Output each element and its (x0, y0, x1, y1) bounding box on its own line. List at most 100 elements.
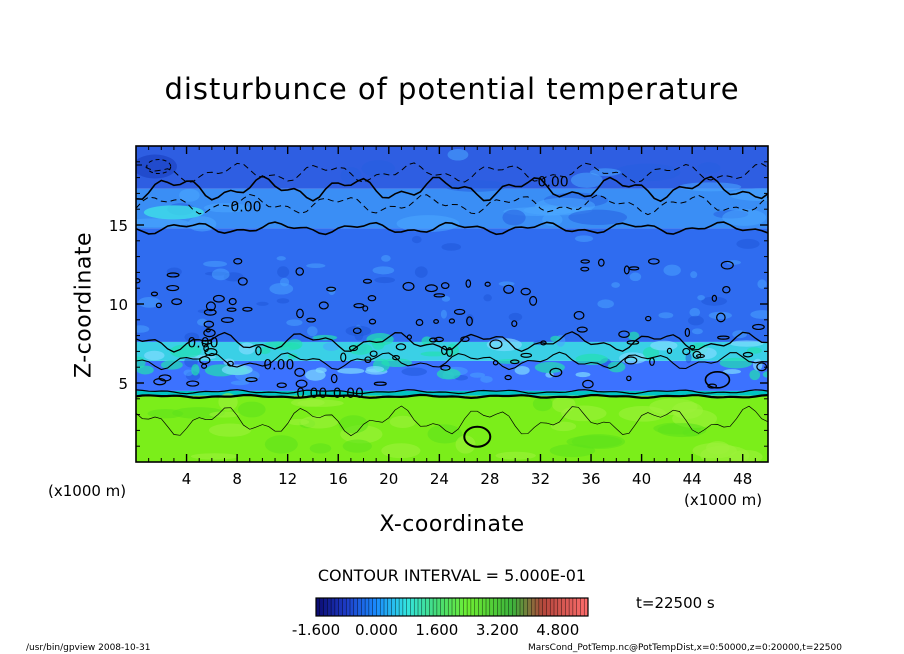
field-patch (230, 380, 250, 386)
contour-blob (433, 293, 446, 298)
field-patch (534, 197, 596, 214)
colorbar-cell (406, 598, 411, 616)
field-patch (729, 450, 763, 462)
field-patch (276, 256, 286, 261)
colorbar-cell (425, 598, 430, 616)
colorbar-tick-label: 3.200 (476, 621, 519, 639)
colorbar-cell (546, 598, 551, 616)
colorbar-cell (334, 598, 340, 616)
x-tick-label: 24 (430, 470, 449, 488)
field-patch (441, 295, 451, 302)
field-patch (345, 325, 372, 337)
x-tick-label: 28 (480, 470, 499, 488)
contour-blob (597, 258, 605, 267)
colorbar-cell (440, 598, 445, 616)
field-patch (446, 343, 459, 357)
contour-blob (580, 266, 590, 272)
contour-blob (226, 307, 237, 312)
contour-blob (626, 375, 632, 382)
field-patch (690, 271, 698, 279)
colorbar-cell (501, 598, 506, 616)
contour-blob (441, 345, 448, 356)
x-tick-label: 44 (683, 470, 702, 488)
field-patch (197, 318, 208, 326)
contour-blob (203, 320, 215, 328)
contour-blob (580, 259, 590, 264)
field-patch (514, 366, 530, 375)
contour-blob (465, 279, 472, 288)
contour-blob (434, 336, 444, 343)
field-patch (183, 369, 194, 376)
field-patch (697, 295, 705, 301)
colorbar-cell (436, 598, 442, 616)
colorbar-cell (350, 598, 355, 616)
colorbar-cell (565, 598, 570, 616)
colorbar-cell (580, 598, 585, 616)
field-patch (619, 352, 647, 364)
contour-blob (576, 326, 588, 333)
contour-blob (186, 380, 200, 387)
contour-blob (707, 383, 718, 389)
field-patch (136, 154, 177, 179)
contour-blob (348, 345, 358, 352)
contour-blob (453, 308, 466, 315)
colorbar-cell (429, 598, 434, 616)
field-patch (315, 367, 327, 374)
field-patch (495, 451, 536, 460)
y-tick-label: 10 (109, 296, 128, 314)
contour-blob (424, 284, 438, 293)
field-patch (307, 326, 318, 337)
field-patch (203, 203, 250, 213)
field-patch (447, 148, 469, 161)
contour-blob (166, 272, 180, 278)
colorbar-cell (572, 598, 578, 616)
contour-blob (203, 328, 216, 338)
contour-blob (367, 295, 377, 302)
contour-blob (171, 298, 183, 306)
colorbar-cell (319, 598, 325, 616)
contour-blob (294, 367, 306, 377)
colorbar-cell (402, 598, 408, 616)
colorbar-cell (387, 598, 393, 616)
contour-blob (440, 282, 450, 290)
field-patch (614, 163, 681, 182)
field-patch (259, 347, 271, 355)
footer-program-label: /usr/bin/gpview 2008-10-31 (26, 643, 151, 653)
contour-line (136, 193, 768, 216)
colorbar-cell (531, 598, 536, 616)
colorbar-tick-label: 0.000 (355, 621, 398, 639)
field-patch (436, 368, 461, 380)
field-patch (455, 435, 476, 454)
colorbar-cell (368, 598, 374, 616)
y-tick-label: 15 (109, 217, 128, 235)
contour-value-label: 0.00 (263, 358, 294, 374)
field-patch (729, 340, 764, 347)
field-patch (440, 309, 447, 319)
colorbar-tick-label: -1.600 (292, 621, 340, 639)
contour-blob (203, 344, 209, 353)
field-patch (420, 351, 448, 357)
contour-value-label: 0.00 (538, 174, 569, 190)
field-patch (143, 205, 204, 220)
colorbar-cell (372, 598, 377, 616)
contour-blob (205, 301, 216, 312)
field-patch (480, 375, 493, 383)
colorbar-cell (542, 598, 547, 616)
field-patch (663, 264, 681, 276)
field-patch (574, 235, 594, 242)
contour-blob (492, 360, 499, 366)
colorbar-cell (338, 598, 343, 616)
field-patch (276, 298, 290, 304)
colorbar-cell (576, 598, 581, 616)
colorbar-cell (357, 598, 362, 616)
field-patch (209, 411, 240, 418)
contour-blob (136, 278, 141, 284)
field-patch (642, 346, 660, 359)
field-patch (221, 364, 253, 376)
x-tick-label: 8 (232, 470, 242, 488)
colorbar-cell (327, 598, 332, 616)
contour-blob (448, 318, 456, 324)
colorbar-cell (433, 598, 438, 616)
